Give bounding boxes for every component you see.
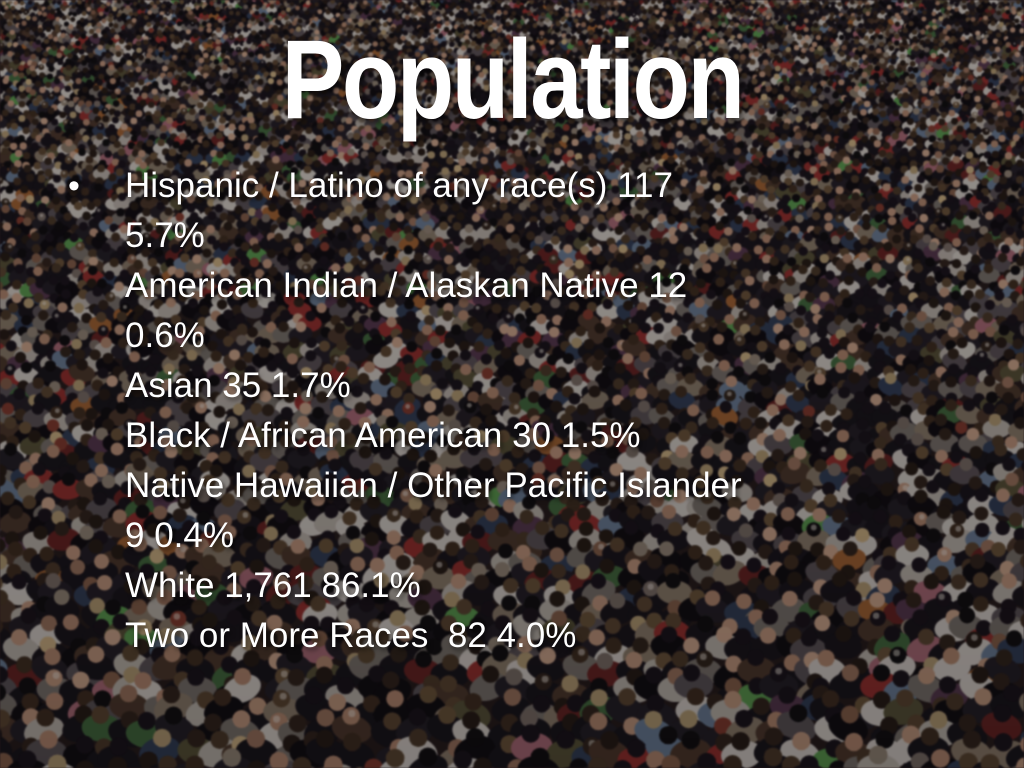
stat-line: 0.6% <box>125 316 205 355</box>
slide-title: Population <box>281 17 745 142</box>
stat-line: American Indian / Alaskan Native 12 <box>125 266 688 305</box>
bullet-list: • Hispanic / Latino of any race(s) 117 5… <box>68 161 985 661</box>
stat-line: Black / African American 30 1.5% <box>125 416 641 455</box>
stat-line: White 1,761 86.1% <box>125 566 421 605</box>
stat-line: Native Hawaiian / Other Pacific Islander <box>125 466 742 505</box>
bullet-marker: • <box>68 167 80 205</box>
stat-line: Hispanic / Latino of any race(s) 117 <box>125 166 673 205</box>
stat-line: Asian 35 1.7% <box>125 366 351 405</box>
stat-line: 5.7% <box>125 216 205 255</box>
stat-line: Two or More Races 82 4.0% <box>125 616 577 655</box>
stat-line: 9 0.4% <box>125 516 234 555</box>
